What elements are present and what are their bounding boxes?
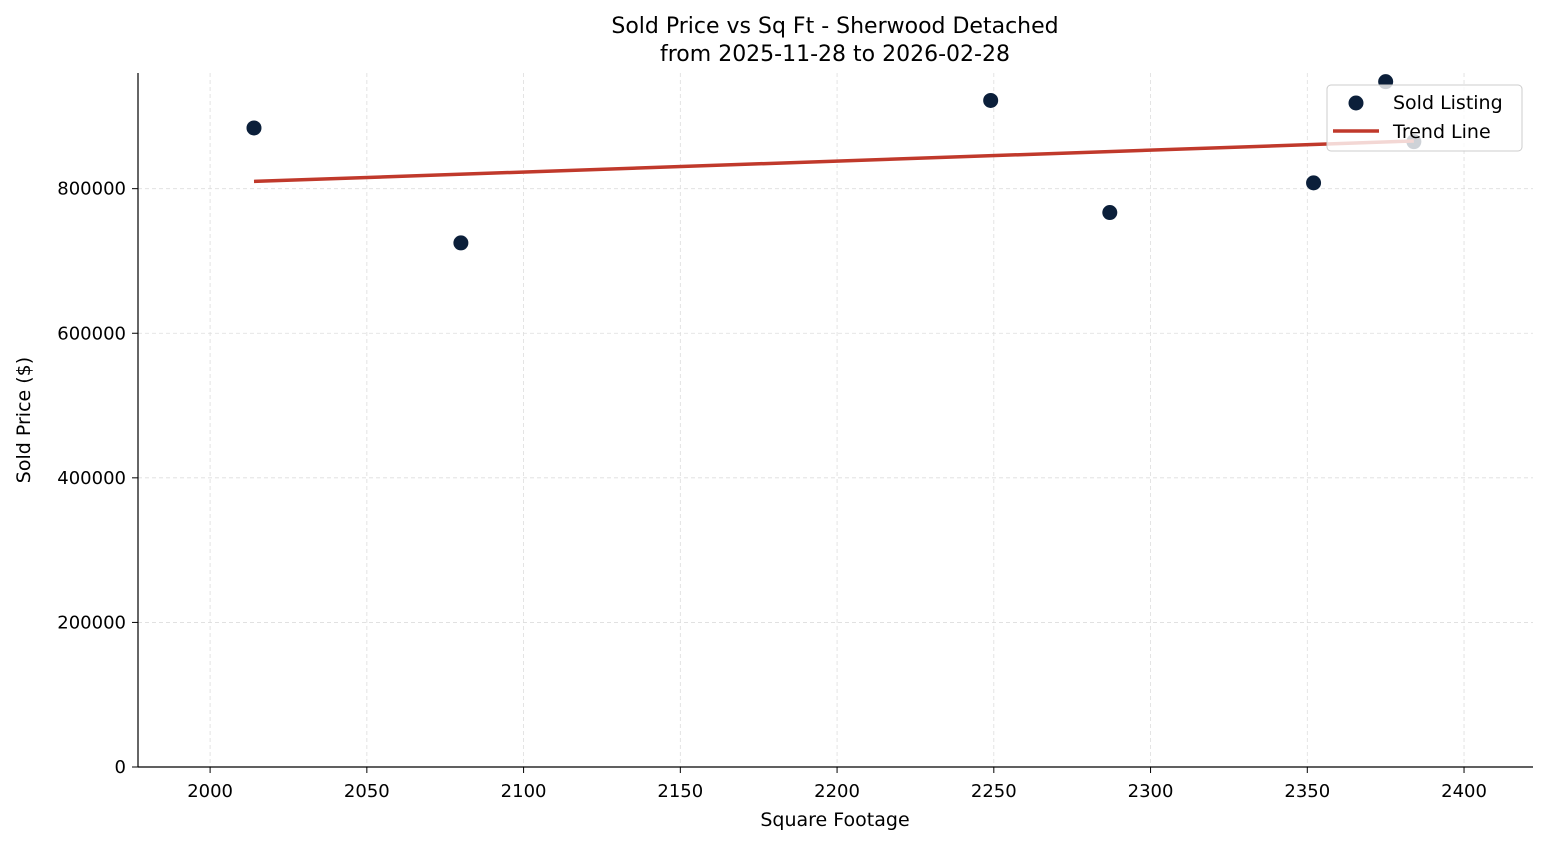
- x-tick-label: 2200: [814, 781, 860, 802]
- legend: Sold Listing Trend Line: [1326, 84, 1523, 152]
- legend-label-sold-listing: Sold Listing: [1393, 92, 1503, 114]
- y-tick-label: 400000: [57, 468, 126, 489]
- y-axis-label: Sold Price ($): [13, 357, 35, 483]
- x-tick-label: 2000: [187, 781, 233, 802]
- y-tick-label: 200000: [57, 612, 126, 633]
- x-tick-label: 2100: [501, 781, 547, 802]
- x-tick-label: 2150: [657, 781, 703, 802]
- chart-subtitle: from 2025-11-28 to 2026-02-28: [660, 42, 1010, 67]
- y-tick-label: 0: [115, 757, 126, 778]
- legend-label-trend-line: Trend Line: [1392, 121, 1491, 143]
- data-point: [1306, 175, 1322, 191]
- x-tick-label: 2350: [1284, 781, 1330, 802]
- data-point: [983, 92, 999, 108]
- x-axis-label: Square Footage: [760, 809, 909, 831]
- y-tick-label: 800000: [57, 179, 126, 200]
- legend-box: [1326, 84, 1523, 152]
- legend-marker-sold-listing: [1348, 95, 1364, 111]
- data-point: [1102, 205, 1118, 221]
- trend-line: [253, 139, 1414, 184]
- x-tick-label: 2300: [1128, 781, 1174, 802]
- y-tick-label: 600000: [57, 323, 126, 344]
- x-tick-label: 2400: [1441, 781, 1487, 802]
- x-tick-label: 2250: [971, 781, 1017, 802]
- x-tick-label: 2050: [344, 781, 390, 802]
- data-point: [246, 120, 262, 136]
- data-point: [453, 235, 469, 251]
- chart-title: Sold Price vs Sq Ft - Sherwood Detached: [611, 14, 1058, 39]
